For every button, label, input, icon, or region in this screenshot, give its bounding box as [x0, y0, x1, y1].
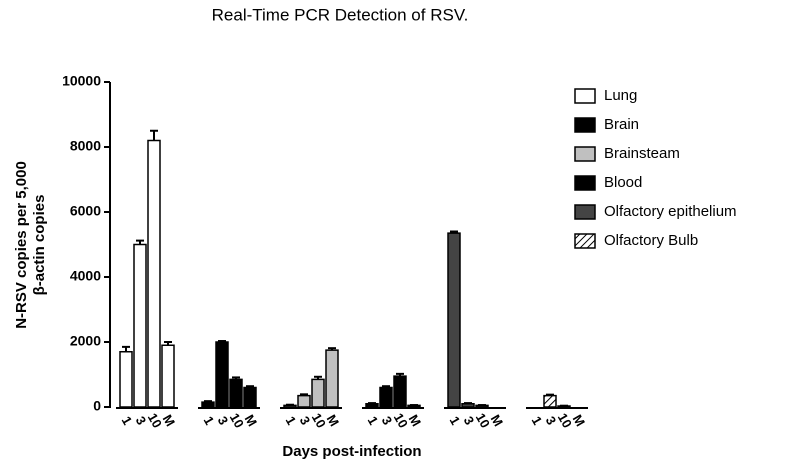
- legend-label: Olfactory epithelium: [604, 203, 737, 220]
- x-tick-label: M: [242, 412, 260, 429]
- x-tick-label: 10: [555, 410, 575, 430]
- y-axis-title: β-actin copies: [31, 195, 48, 296]
- bar: [393, 375, 407, 408]
- bar: [119, 351, 133, 408]
- bar: [161, 344, 175, 408]
- bar: [447, 232, 461, 408]
- x-tick-label: M: [570, 412, 588, 429]
- bar: [297, 394, 311, 408]
- legend-swatch: [574, 146, 596, 162]
- y-axis-title: N-RSV copies per 5,000: [13, 161, 30, 329]
- y-tick-label: 0: [93, 398, 101, 414]
- legend-label: Brain: [604, 116, 639, 133]
- x-tick-label: M: [160, 412, 178, 429]
- x-tick-label: 10: [473, 410, 493, 430]
- legend-swatch: [574, 175, 596, 191]
- bar: [229, 378, 243, 408]
- legend-swatch: [574, 88, 596, 104]
- y-tick-label: 2000: [70, 333, 101, 349]
- bar: [215, 341, 229, 408]
- x-tick-label: 10: [309, 410, 329, 430]
- x-tick-label: M: [488, 412, 506, 429]
- bar: [325, 349, 339, 408]
- x-tick-label: 10: [391, 410, 411, 430]
- chart-title: Real-Time PCR Detection of RSV.: [212, 5, 469, 24]
- x-tick-label: 10: [145, 410, 165, 430]
- y-tick-label: 6000: [70, 203, 101, 219]
- legend-label: Lung: [604, 87, 637, 104]
- bar: [379, 386, 393, 408]
- bar: [243, 386, 257, 408]
- bar: [365, 403, 379, 408]
- bar: [543, 394, 557, 408]
- legend-swatch: [574, 233, 596, 249]
- x-tick-label: 10: [227, 410, 247, 430]
- y-tick-label: 8000: [70, 138, 101, 154]
- bar: [461, 403, 475, 408]
- legend-label: Olfactory Bulb: [604, 232, 698, 249]
- x-tick-label: M: [406, 412, 424, 429]
- legend-label: Brainsteam: [604, 145, 680, 162]
- legend-label: Blood: [604, 174, 642, 191]
- x-axis-title: Days post-infection: [282, 443, 421, 460]
- y-tick-label: 10000: [62, 73, 101, 89]
- legend-swatch: [574, 204, 596, 220]
- y-tick-label: 4000: [70, 268, 101, 284]
- bar: [201, 401, 215, 408]
- bar: [133, 243, 147, 408]
- bar: [147, 139, 161, 408]
- x-tick-label: M: [324, 412, 342, 429]
- bar: [311, 378, 325, 408]
- legend-swatch: [574, 117, 596, 133]
